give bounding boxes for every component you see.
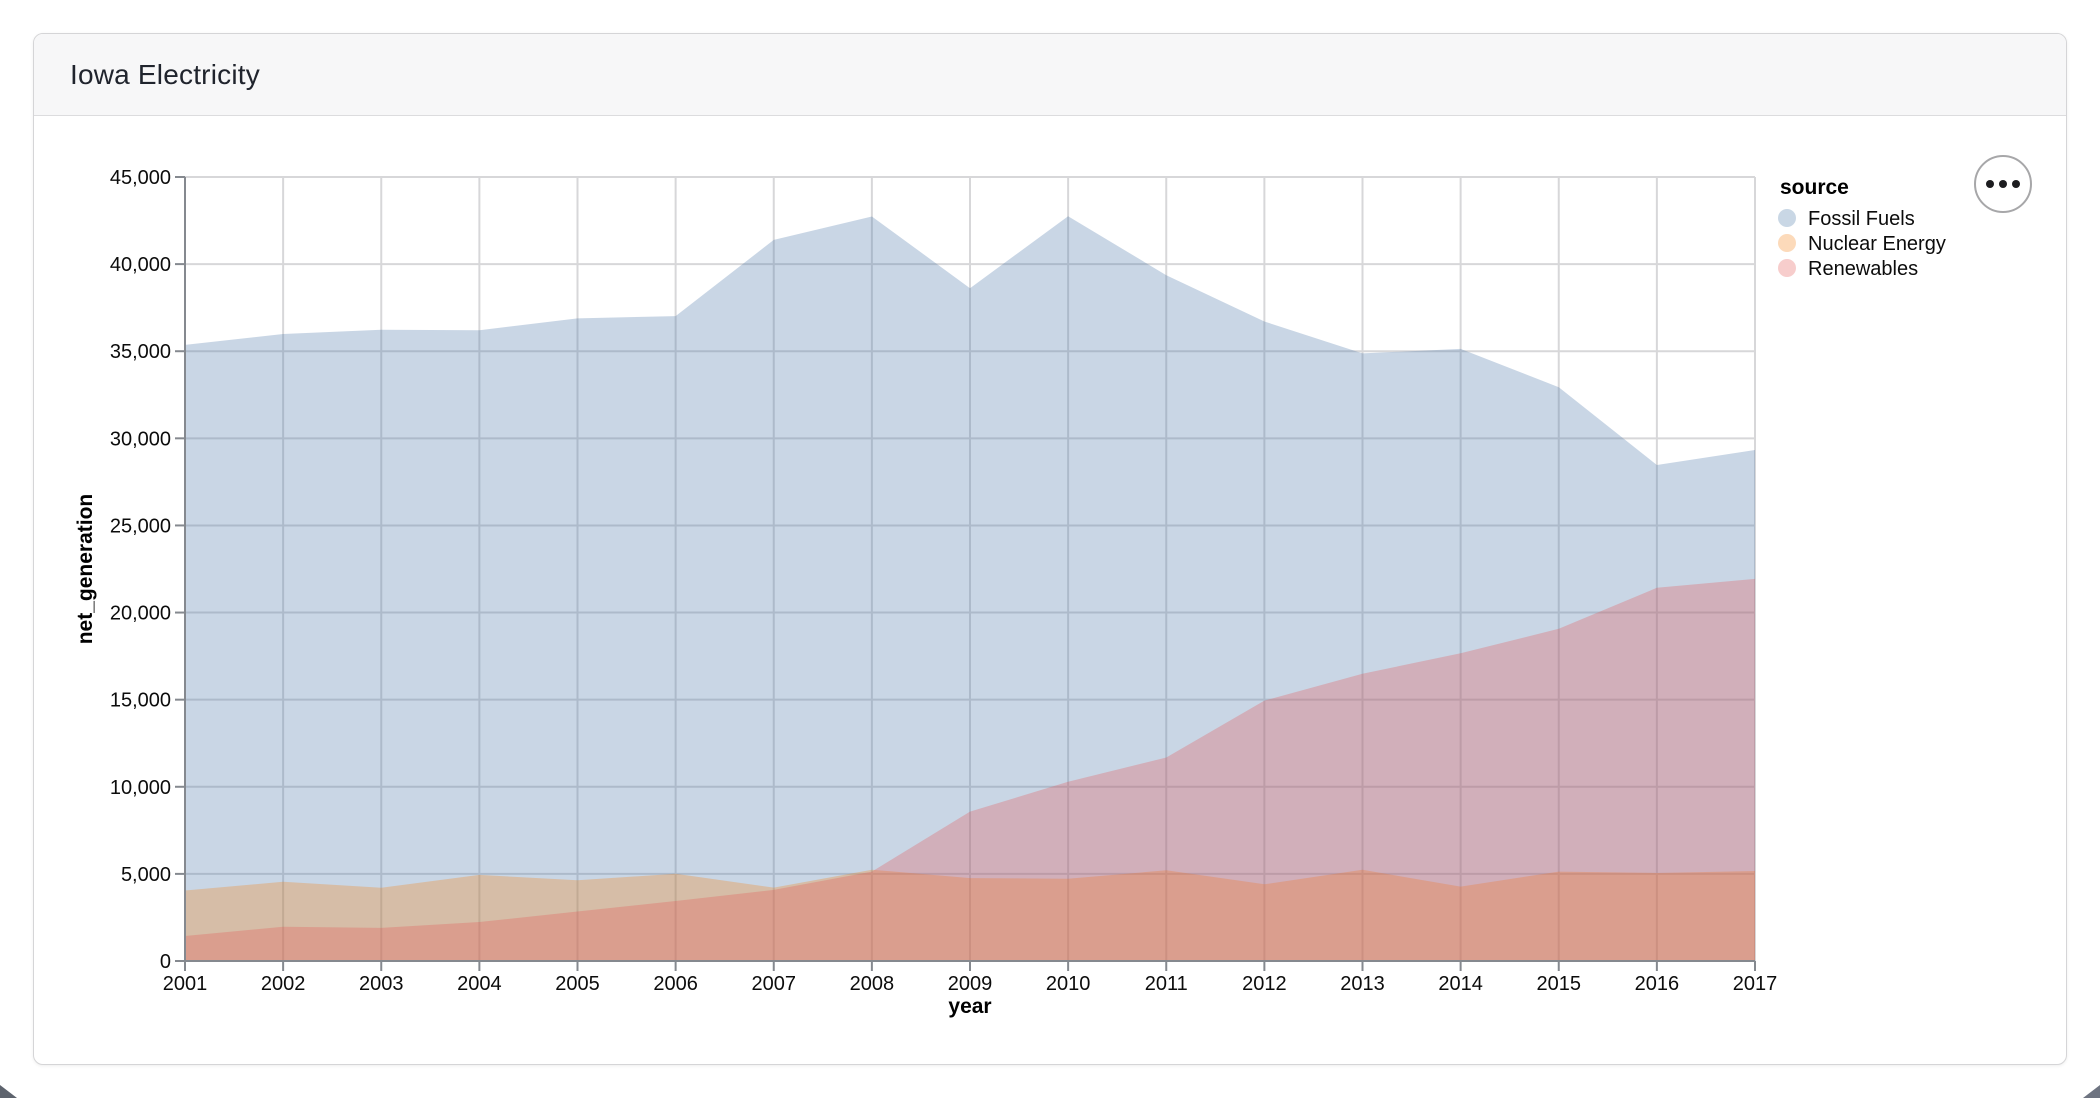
x-tick-label: 2009 (948, 973, 993, 995)
x-tick-label: 2001 (163, 973, 208, 995)
legend-item-label: Fossil Fuels (1808, 208, 1915, 230)
legend-item-label: Nuclear Energy (1808, 233, 1946, 255)
x-tick-label: 2003 (359, 973, 404, 995)
y-tick-label: 15,000 (110, 690, 171, 712)
x-tick-label: 2008 (850, 973, 895, 995)
tick-labels-layer: 0 5,000 10,000 15,000 20,000 25,000 30,000 35,0… (110, 167, 1777, 995)
axes-layer (175, 176, 1756, 971)
y-tick-label: 10,000 (110, 777, 171, 799)
x-axis-title: year (948, 995, 991, 1018)
x-tick-label: 2010 (1046, 973, 1091, 995)
legend-item-label: Renewables (1808, 258, 1918, 280)
legend-item-nuclear-energy: Nuclear Energy (1778, 233, 1946, 255)
chart-title: Iowa Electricity (70, 58, 260, 90)
legend-swatch-nuclear-energy-icon (1778, 234, 1796, 252)
chart-actions-button[interactable] (1974, 155, 2032, 213)
area-series-layer (185, 216, 1755, 961)
x-tick-label: 2011 (1145, 973, 1188, 995)
y-tick-label: 0 (160, 951, 171, 973)
x-tick-label: 2012 (1242, 973, 1287, 995)
legend-swatch-renewables-icon (1778, 259, 1796, 277)
area-fossil-fuels (185, 216, 1755, 961)
x-tick-label: 2013 (1340, 973, 1385, 995)
legend-swatch-fossil-fuels-icon (1778, 209, 1796, 227)
x-tick-label: 2015 (1537, 973, 1582, 995)
y-tick-label: 30,000 (110, 428, 171, 450)
card-header: Iowa Electricity (34, 34, 2066, 116)
x-tick-label: 2002 (261, 973, 306, 995)
y-tick-label: 35,000 (110, 341, 171, 363)
ellipsis-icon (1986, 180, 1994, 188)
y-tick-label: 40,000 (110, 254, 171, 276)
x-tick-label: 2004 (457, 973, 502, 995)
x-tick-label: 2006 (653, 973, 698, 995)
legend-item-fossil-fuels: Fossil Fuels (1778, 208, 1915, 230)
y-tick-label: 45,000 (110, 167, 171, 189)
area-renewables (185, 578, 1755, 961)
legend-item-renewables: Renewables (1778, 258, 1918, 280)
ellipsis-icon (1999, 180, 2007, 188)
legend-title: source (1780, 176, 1849, 199)
x-tick-label: 2005 (555, 973, 600, 995)
y-tick-label: 20,000 (110, 603, 171, 625)
x-tick-label: 2017 (1733, 973, 1778, 995)
x-tick-label: 2007 (752, 973, 797, 995)
area-nuclear-energy (185, 869, 1755, 961)
y-axis-title: net_generation (74, 494, 97, 645)
chart-area: 0 5,000 10,000 15,000 20,000 25,000 30,000 35,0… (34, 116, 2066, 1064)
ellipsis-icon (2012, 180, 2020, 188)
screen-corner-artifact-left (0, 1085, 17, 1098)
chart-card: Iowa Electricity 0 5,000 10,000 15,000 20,00… (33, 33, 2067, 1065)
legend: source Fossil Fuels Nuclear Energy Renew… (1778, 176, 1946, 280)
x-tick-label: 2016 (1635, 973, 1680, 995)
x-tick-label: 2014 (1438, 973, 1483, 995)
screen-corner-artifact-right (2083, 1085, 2100, 1098)
area-chart: 0 5,000 10,000 15,000 20,000 25,000 30,000 35,0… (74, 167, 1946, 1018)
y-tick-label: 5,000 (121, 864, 171, 886)
y-tick-label: 25,000 (110, 515, 171, 537)
